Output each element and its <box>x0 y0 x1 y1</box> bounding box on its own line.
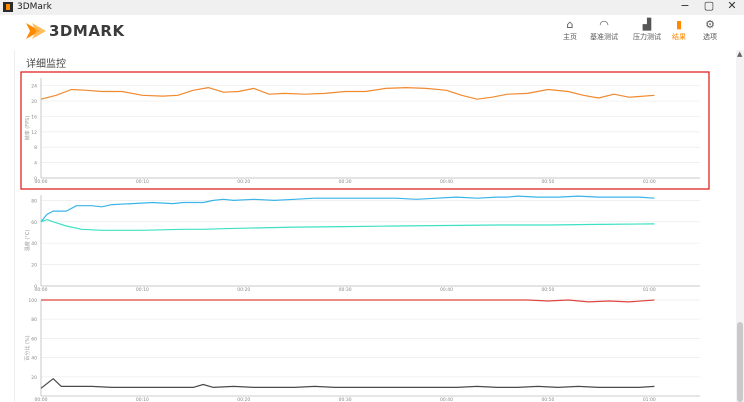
nav-benchmark[interactable]: ◠ 基准测试 <box>585 18 623 42</box>
results-chart-icon: ▮ <box>675 18 683 31</box>
section-title: 详细监控 <box>26 59 66 70</box>
gear-icon: ⚙ <box>705 18 715 31</box>
window-title: 3DMark <box>17 2 52 12</box>
results-content-panel <box>14 50 737 402</box>
app-header <box>0 15 744 50</box>
home-icon: ⌂ <box>566 18 574 31</box>
close-icon[interactable]: ✕ <box>727 0 737 12</box>
nav-benchmark-label: 基准测试 <box>590 33 618 41</box>
stress-chart-icon: ▟ <box>642 18 652 31</box>
nav-stress-test[interactable]: ▟ 压力测试 <box>628 18 666 42</box>
gauge-icon: ◠ <box>599 18 609 31</box>
nav-options[interactable]: ⚙ 选项 <box>691 18 729 42</box>
3dmark-logo-icon <box>26 23 46 39</box>
vertical-scrollbar[interactable] <box>736 50 744 402</box>
nav-stress-label: 压力测试 <box>633 33 661 41</box>
maximize-icon[interactable]: ▢ <box>703 0 715 12</box>
brand-name: 3DMARK <box>49 22 125 40</box>
nav-home[interactable]: ⌂ 主页 <box>551 18 589 42</box>
scroll-up-icon[interactable]: ▲ <box>737 50 743 58</box>
minimize-icon[interactable]: − <box>680 0 690 12</box>
window-titlebar: 3DMark − ▢ ✕ <box>0 0 744 15</box>
scrollbar-thumb[interactable] <box>737 322 743 402</box>
nav-results[interactable]: ▮ 结果 <box>660 18 698 42</box>
nav-results-label: 结果 <box>672 33 686 41</box>
app-logo-icon <box>3 2 13 12</box>
nav-options-label: 选项 <box>703 33 717 41</box>
nav-home-label: 主页 <box>563 33 577 41</box>
